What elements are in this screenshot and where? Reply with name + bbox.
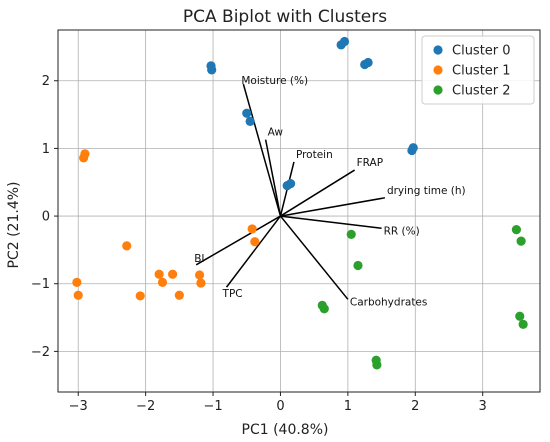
loading-arrows: Moisture (%) Aw Protein FRAP drying time (h)… (194, 75, 465, 308)
data-point (72, 277, 82, 287)
loading-label: Protein (296, 149, 333, 161)
data-point (168, 269, 178, 279)
data-point (174, 290, 184, 300)
legend-marker (433, 65, 443, 75)
data-point (346, 229, 356, 239)
data-point (516, 236, 526, 246)
loading-label: TPC (222, 288, 243, 300)
loading-arrow (195, 215, 281, 266)
legend-label: Cluster 0 (452, 44, 511, 59)
data-point (122, 241, 132, 251)
loading-label: Aw (268, 127, 284, 139)
data-point (408, 143, 418, 153)
loading-arrow (225, 215, 282, 288)
data-point (285, 178, 296, 189)
loading-arrow (280, 215, 382, 229)
loading-arrow (279, 215, 349, 300)
data-point (73, 290, 83, 300)
x-tick-label: 0 (276, 399, 284, 414)
data-point (196, 278, 206, 288)
legend-box (421, 35, 535, 105)
scatter-points (72, 36, 528, 370)
data-point (372, 360, 382, 370)
loading-label: drying time (h) (387, 185, 466, 197)
axis-ticks: −3 −2 −1 0 1 2 3 −2 −1 0 1 2 (31, 74, 487, 414)
x-tick-label: −2 (136, 399, 155, 414)
data-point (319, 304, 329, 314)
legend-label: Cluster 2 (452, 84, 511, 99)
y-axis-label: PC2 (21.4%) (6, 182, 22, 269)
data-point (154, 269, 164, 279)
data-point (245, 116, 255, 126)
data-point (515, 311, 525, 321)
data-point (157, 277, 168, 287)
data-point (79, 153, 89, 163)
loading-arrow (280, 197, 386, 217)
x-tick-label: 1 (344, 399, 352, 414)
plot-frame (57, 29, 541, 393)
data-point (135, 291, 145, 301)
x-tick-label: −3 (69, 399, 88, 414)
loading-label: RR (%) (384, 225, 420, 237)
loading-arrow (280, 169, 356, 217)
y-tick-label: 0 (42, 210, 50, 225)
y-tick-label: 1 (42, 142, 50, 157)
data-point (511, 225, 522, 235)
x-tick-label: 3 (479, 399, 487, 414)
loading-arrow (242, 83, 282, 217)
data-point (194, 270, 205, 280)
data-point (247, 224, 257, 234)
loading-arrow (264, 139, 282, 217)
data-point (207, 65, 217, 75)
y-tick-label: 2 (42, 74, 50, 89)
loading-label: Carbohydrates (350, 296, 428, 308)
x-tick-label: 2 (411, 399, 419, 414)
y-tick-label: −2 (31, 345, 50, 360)
data-point (353, 260, 363, 271)
legend: Cluster 0 Cluster 1 Cluster 2 (421, 35, 535, 105)
y-tick-label: −1 (31, 277, 50, 292)
grid-lines (58, 30, 540, 392)
loading-label: Moisture (%) (241, 75, 308, 87)
data-point (250, 237, 260, 247)
data-point (518, 319, 528, 329)
loading-label: BI (194, 253, 204, 265)
data-point (339, 36, 350, 47)
data-point (242, 108, 252, 118)
legend-marker (433, 85, 443, 95)
legend-marker (433, 45, 443, 55)
data-point (363, 57, 373, 68)
legend-label: Cluster 1 (452, 64, 511, 79)
chart-title: PCA Biplot with Clusters (183, 7, 387, 27)
x-tick-label: −1 (203, 399, 222, 414)
loading-label: FRAP (357, 157, 383, 169)
x-axis-label: PC1 (40.8%) (242, 422, 329, 438)
